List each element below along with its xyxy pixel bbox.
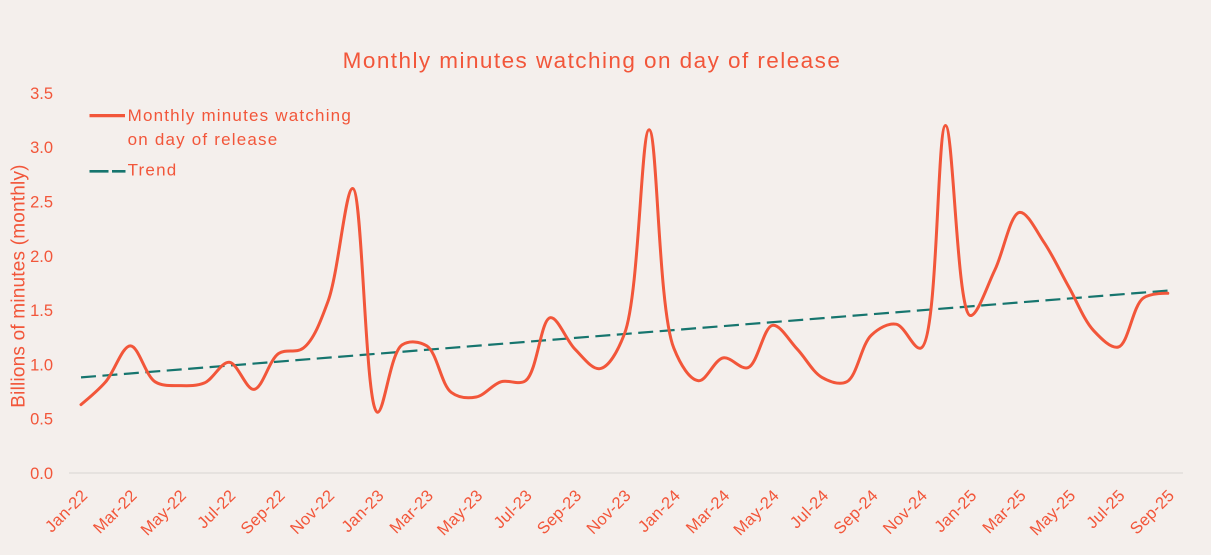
svg-text:Billions of minutes (monthly): Billions of minutes (monthly): [9, 164, 30, 407]
svg-text:3.5: 3.5: [30, 85, 53, 103]
svg-text:0.0: 0.0: [30, 465, 53, 483]
svg-text:3.0: 3.0: [30, 139, 53, 157]
svg-text:Trend: Trend: [128, 161, 178, 180]
svg-text:1.5: 1.5: [30, 302, 53, 320]
svg-text:2.5: 2.5: [30, 194, 53, 212]
svg-text:2.0: 2.0: [30, 248, 53, 266]
svg-text:Monthly minutes watching: Monthly minutes watching: [128, 106, 352, 125]
svg-text:Monthly minutes watching on da: Monthly minutes watching on day of relea…: [343, 48, 842, 73]
svg-text:on day of release: on day of release: [128, 130, 279, 149]
svg-text:1.0: 1.0: [30, 356, 53, 374]
svg-text:0.5: 0.5: [30, 411, 53, 429]
